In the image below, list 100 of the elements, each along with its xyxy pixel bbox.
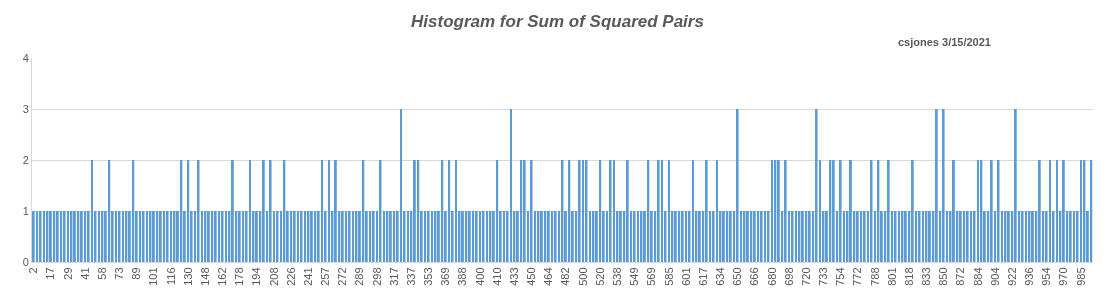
bar bbox=[369, 211, 372, 262]
bar bbox=[863, 211, 866, 262]
bar bbox=[290, 211, 293, 262]
bar bbox=[352, 211, 354, 262]
y-tick-label: 1 bbox=[22, 204, 29, 217]
x-tick-label: 464 bbox=[542, 267, 555, 286]
bar bbox=[554, 211, 557, 262]
bar bbox=[589, 211, 591, 262]
bar bbox=[211, 211, 214, 262]
x-tick-label: 433 bbox=[508, 267, 521, 286]
bar bbox=[1056, 160, 1058, 262]
x-tick-label: 208 bbox=[267, 267, 280, 286]
bar bbox=[1062, 160, 1065, 262]
y-tick-label: 4 bbox=[22, 51, 29, 64]
x-tick-label: 178 bbox=[233, 267, 246, 286]
bar bbox=[760, 211, 763, 262]
x-tick-label: 698 bbox=[782, 267, 795, 286]
x-tick-label: 73 bbox=[113, 267, 126, 280]
x-tick-label: 970 bbox=[1057, 267, 1070, 286]
x-tick-label: 585 bbox=[662, 267, 675, 286]
x-tick-label: 650 bbox=[731, 267, 744, 286]
bar bbox=[705, 160, 708, 262]
x-tick-label: 2 bbox=[27, 267, 40, 274]
bar bbox=[757, 211, 760, 262]
bar bbox=[345, 211, 348, 262]
bar bbox=[142, 211, 145, 262]
bar bbox=[262, 160, 265, 262]
x-tick-label: 450 bbox=[525, 267, 538, 286]
bar bbox=[407, 211, 409, 262]
bar bbox=[496, 160, 499, 262]
bar bbox=[431, 211, 433, 262]
bar bbox=[304, 211, 306, 262]
bar bbox=[455, 160, 457, 262]
bar bbox=[609, 160, 612, 262]
x-tick-label: 538 bbox=[611, 267, 624, 286]
x-tick-label: 337 bbox=[405, 267, 417, 286]
bar bbox=[328, 160, 330, 262]
x-tick-label: 369 bbox=[439, 267, 452, 286]
bar bbox=[427, 211, 430, 262]
bar bbox=[472, 211, 475, 262]
bar bbox=[146, 211, 148, 262]
bar bbox=[249, 160, 251, 262]
bar bbox=[977, 160, 979, 262]
bar bbox=[67, 211, 69, 262]
bar bbox=[633, 211, 636, 262]
x-tick-label: 788 bbox=[868, 267, 881, 286]
bar bbox=[1080, 160, 1082, 262]
bar bbox=[348, 211, 351, 262]
x-tick-label: 289 bbox=[353, 267, 366, 286]
x-tick-label: 272 bbox=[336, 267, 349, 286]
bar bbox=[36, 211, 39, 262]
x-tick-label: 41 bbox=[78, 267, 91, 280]
bar bbox=[372, 211, 375, 262]
bar bbox=[417, 160, 420, 262]
bar bbox=[400, 109, 403, 262]
x-tick-label: 162 bbox=[216, 267, 229, 286]
bar bbox=[784, 160, 787, 262]
x-tick-label: 194 bbox=[250, 267, 263, 286]
bar bbox=[997, 160, 1000, 262]
x-tick-label: 601 bbox=[679, 267, 692, 286]
x-tick-label: 317 bbox=[387, 267, 400, 286]
x-tick-label: 569 bbox=[645, 267, 658, 286]
bar bbox=[187, 160, 190, 262]
x-tick-label: 850 bbox=[937, 267, 950, 286]
bar bbox=[839, 160, 842, 262]
bar bbox=[486, 211, 488, 262]
x-tick-label: 884 bbox=[971, 267, 984, 286]
x-tick-label: 818 bbox=[902, 267, 915, 286]
bar bbox=[293, 211, 296, 262]
bar bbox=[166, 211, 169, 262]
bar bbox=[918, 211, 921, 262]
x-tick-label: 772 bbox=[851, 267, 864, 286]
x-tick-label: 833 bbox=[920, 267, 933, 286]
bar bbox=[795, 211, 797, 262]
bar bbox=[860, 211, 863, 262]
x-tick-label: 733 bbox=[817, 267, 830, 286]
bar bbox=[661, 160, 664, 262]
x-tick-label: 130 bbox=[181, 267, 194, 286]
x-tick-label: 257 bbox=[319, 267, 332, 286]
x-tick-label: 666 bbox=[748, 267, 761, 286]
bar bbox=[43, 211, 45, 262]
x-tick-label: 353 bbox=[422, 267, 435, 286]
x-tick-label: 801 bbox=[885, 267, 898, 286]
text: csjones 3/15/2021 bbox=[898, 36, 991, 48]
x-tick-label: 634 bbox=[714, 267, 727, 286]
x-tick-label: 985 bbox=[1074, 267, 1087, 286]
x-tick-label: 922 bbox=[1005, 267, 1018, 286]
bar bbox=[1038, 160, 1041, 262]
bar bbox=[60, 211, 63, 262]
bar bbox=[1049, 160, 1052, 262]
x-tick-label: 89 bbox=[130, 267, 143, 280]
bar bbox=[771, 160, 773, 262]
y-tick-label: 0 bbox=[22, 255, 29, 268]
bar bbox=[716, 160, 718, 262]
bar bbox=[221, 211, 224, 262]
bar bbox=[1014, 109, 1017, 262]
bar bbox=[314, 211, 317, 262]
x-tick-label: 520 bbox=[593, 267, 606, 286]
bar bbox=[424, 211, 427, 262]
bar bbox=[321, 160, 324, 262]
